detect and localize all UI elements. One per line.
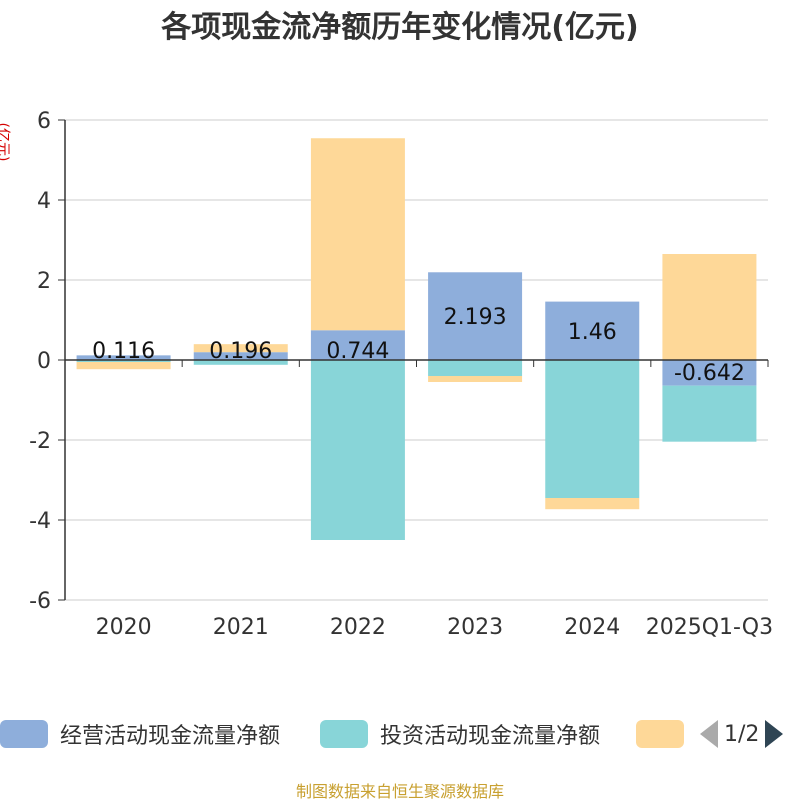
bar-investing-2025Q1-Q3	[662, 385, 757, 442]
y-tick-label: -4	[29, 509, 51, 534]
bar-operating-2025Q1-Q3	[662, 360, 757, 386]
legend-item-third[interactable]	[636, 716, 684, 752]
chart-canvas: 6 4 2 0 -2 -4 -6 2020 2021 2022 2023 2024 2025Q1-Q3 0…	[29, 109, 773, 640]
x-tick-label: 2023	[447, 615, 503, 640]
legend-label-operating: 经营活动现金流量净额	[60, 724, 281, 749]
data-label: 0.196	[209, 339, 272, 364]
bar-third-2023	[428, 376, 523, 382]
y-tick-label: 4	[37, 189, 51, 214]
data-label: -0.642	[674, 361, 745, 386]
legend-label-investing: 投资活动现金流量净额	[380, 724, 601, 749]
data-label: 2.193	[444, 305, 507, 330]
y-tick-label: 2	[37, 269, 51, 294]
bar-third-2024	[545, 498, 640, 510]
bar-investing-2022	[310, 360, 405, 540]
bar-operating-2021	[193, 352, 288, 360]
bar-operating-2024	[545, 301, 640, 360]
bar-operating-2022	[310, 330, 405, 360]
bar-investing-2020	[76, 360, 171, 362]
legend-swatch-investing	[320, 720, 368, 748]
x-tick-label: 2024	[564, 615, 620, 640]
bar-investing-2023	[428, 360, 523, 376]
legend-item-investing[interactable]: 投资活动现金流量净额	[320, 716, 600, 752]
x-tick-label: 2025Q1-Q3	[646, 615, 773, 640]
legend-item-operating[interactable]: 经营活动现金流量净额	[0, 716, 280, 752]
y-tick-label: -2	[29, 429, 51, 454]
bar-operating-2020	[76, 355, 171, 360]
bar-third-2021	[193, 344, 288, 353]
x-tick-label: 2020	[96, 615, 152, 640]
x-tick-label: 2022	[330, 615, 386, 640]
bar-investing-2021	[193, 360, 288, 365]
data-source-note: 制图数据来自恒生聚源数据库	[295, 782, 504, 801]
bar-third-2020	[76, 362, 171, 370]
bar-third-2022	[310, 138, 405, 331]
legend-next-arrow-icon[interactable]	[765, 720, 784, 748]
data-label: 0.116	[92, 339, 155, 364]
bar-investing-2024	[545, 360, 640, 498]
bar-third-2025Q1-Q3	[662, 254, 757, 360]
legend-swatch-operating	[0, 720, 48, 748]
legend-prev-arrow-icon[interactable]	[700, 720, 718, 748]
legend: 经营活动现金流量净额 投资活动现金流量净额	[0, 716, 800, 756]
chart-title: 各项现金流净额历年变化情况(亿元)	[161, 10, 639, 45]
legend-pager: 1/2	[700, 716, 784, 752]
data-label: 1.46	[568, 320, 617, 345]
y-tick-label: 0	[37, 349, 51, 374]
data-label: 0.744	[326, 339, 389, 364]
bar-operating-2023	[428, 272, 523, 360]
legend-swatch-third	[636, 720, 684, 748]
legend-page-indicator: 1/2	[724, 721, 760, 747]
y-tick-label: -6	[29, 589, 51, 614]
x-tick-label: 2021	[213, 615, 269, 640]
y-tick-label: 6	[37, 109, 51, 134]
